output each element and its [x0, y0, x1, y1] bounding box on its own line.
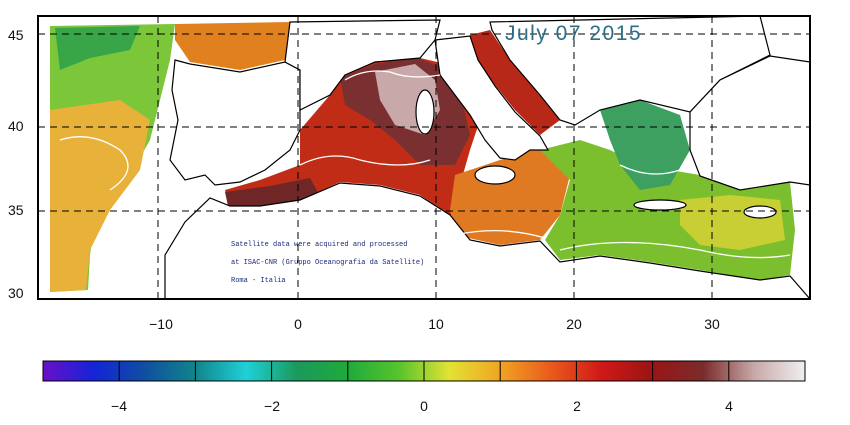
anomaly-contours [59, 70, 791, 259]
colorbar-tick-0: 0 [420, 398, 428, 414]
anatolia-land [689, 55, 810, 191]
lon-tick-30: 30 [704, 316, 720, 332]
lon-tick-minus10: −10 [149, 316, 173, 332]
colorbar-tick-minus2: −2 [264, 398, 280, 414]
credit-line-1: Satellite data were acquired and process… [231, 241, 407, 249]
lon-tick-10: 10 [428, 316, 444, 332]
cyprus-land [743, 205, 777, 219]
map-frame [37, 15, 811, 300]
italy-land [434, 35, 550, 161]
colorbar: −4 −2 0 2 4 [42, 360, 806, 414]
lat-tick-30: 30 [8, 285, 24, 301]
atlantic-green-patch [55, 26, 140, 70]
sea-layer [50, 16, 810, 299]
sicily-land [474, 165, 516, 185]
black-sea-edge [760, 16, 810, 60]
adriatic [470, 30, 560, 135]
colorbar-tick-4: 4 [725, 398, 733, 414]
lat-tick-35: 35 [8, 202, 24, 218]
atlantic-red-patch [175, 22, 290, 70]
crete-land [633, 199, 687, 211]
latitude-tick-labels: 45 40 35 30 [8, 27, 24, 301]
credit-note: Satellite data were acquired and process… [231, 241, 424, 285]
iberia-land [169, 59, 301, 186]
sardinia-land [415, 89, 435, 135]
balkans-land [489, 16, 771, 126]
lon-tick-20: 20 [566, 316, 582, 332]
graticule [38, 16, 810, 299]
lat-tick-40: 40 [8, 118, 24, 134]
map-panel: July 07 2015 Satellite data were acquire… [8, 15, 811, 332]
lon-tick-0: 0 [294, 316, 302, 332]
date-label: July 07 2015 [505, 22, 642, 45]
longitude-tick-labels: −10 0 10 20 30 [149, 316, 720, 332]
colorbar-tick-labels: −4 −2 0 2 4 [111, 398, 733, 414]
aegean-sea [600, 100, 690, 190]
colorbar-dividers [118, 361, 730, 381]
colorbar-tick-minus4: −4 [111, 398, 127, 414]
atlantic-yellow-patch [50, 100, 150, 292]
credit-line-2: at ISAC-CNR (Gruppo Oceanografia da Sate… [231, 259, 424, 267]
credit-line-3: Roma - Italia [231, 277, 286, 285]
france-land [284, 19, 441, 111]
north-africa-land [164, 182, 810, 299]
colorbar-tick-2: 2 [573, 398, 581, 414]
lat-tick-45: 45 [8, 27, 24, 43]
